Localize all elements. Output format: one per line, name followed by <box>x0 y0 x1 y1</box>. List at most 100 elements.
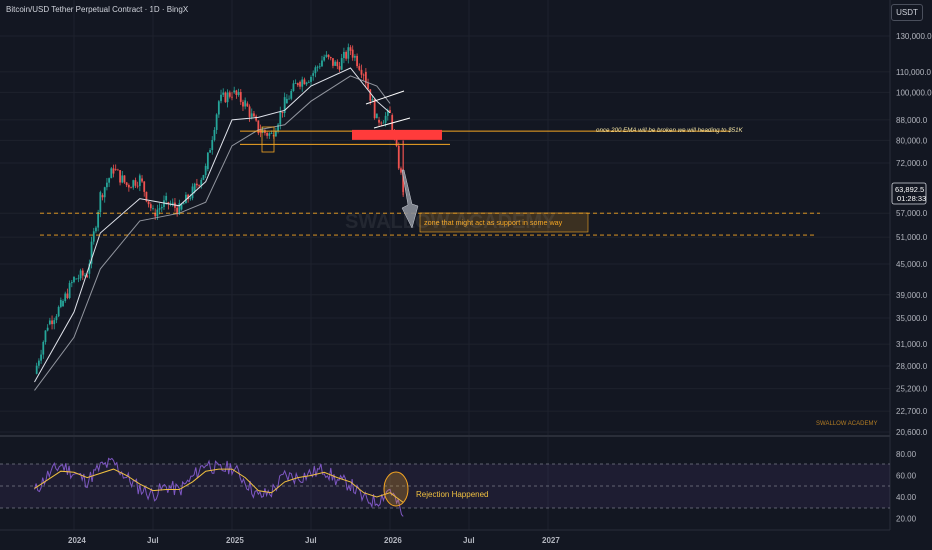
candle-body <box>92 231 95 242</box>
candle-body <box>226 92 229 103</box>
wedge-lower-line[interactable] <box>373 117 411 129</box>
chart-grid <box>0 0 890 530</box>
candle-body <box>167 202 170 205</box>
price-tick-label: 72,000.0 <box>896 159 928 168</box>
candle-body <box>371 99 374 101</box>
candle-body <box>141 178 143 182</box>
candle-body <box>127 184 130 188</box>
candle-body <box>310 76 312 82</box>
candle-body <box>266 132 269 136</box>
candle-body <box>156 209 159 217</box>
candle-body <box>305 82 308 85</box>
candle-body <box>279 111 282 125</box>
candle-body <box>46 327 49 331</box>
candle-body <box>180 204 183 210</box>
candle-body <box>103 187 106 198</box>
candle-body <box>358 66 361 70</box>
candle-body <box>176 207 179 215</box>
candle-body <box>290 90 293 99</box>
candle-body <box>277 124 279 132</box>
candle-body <box>360 69 363 75</box>
candle-body <box>246 103 249 107</box>
candle-body <box>375 113 378 119</box>
candle-body <box>228 92 231 97</box>
rejection-label: Rejection Happened <box>416 490 489 499</box>
price-tick-label: 31,000.0 <box>896 340 928 349</box>
candle-body <box>347 47 350 59</box>
candle-body <box>163 200 165 207</box>
support-box-marker <box>261 126 275 153</box>
time-tick-label: 2027 <box>542 536 560 545</box>
candle-body <box>185 194 187 204</box>
candle-body <box>206 152 209 170</box>
candle-body <box>356 55 358 67</box>
candle-body <box>244 100 247 107</box>
time-tick-label: Jul <box>463 536 475 545</box>
ema-line-2[interactable] <box>34 75 391 391</box>
candle-body <box>211 139 214 151</box>
current-price-badge <box>891 182 927 205</box>
price-tick-label: 20,600.0 <box>896 428 928 437</box>
candle-body <box>51 320 53 325</box>
candle-body <box>119 170 121 183</box>
rsi-axis[interactable]: 80.00 60.00 40.00 20.00 <box>896 450 917 524</box>
candle-body <box>239 92 242 102</box>
watermark: SWALLOW ACADEMY <box>345 211 556 233</box>
candle-body <box>112 168 115 174</box>
candle-body <box>165 195 168 201</box>
candle-body <box>66 293 69 298</box>
candle-body <box>88 263 91 274</box>
candle-body <box>281 111 284 114</box>
candle-body <box>301 79 304 87</box>
candle-body <box>209 150 211 153</box>
candle-body <box>384 115 387 123</box>
candle-body <box>351 49 354 58</box>
projection-arrow[interactable] <box>401 169 419 229</box>
candle-body <box>345 51 348 59</box>
rsi-ma-line[interactable] <box>34 468 404 503</box>
rsi-tick-label: 80.00 <box>896 450 917 459</box>
candle-body <box>48 320 51 325</box>
candle-body <box>378 119 380 123</box>
candle-body <box>274 131 277 137</box>
candle-body <box>364 71 367 84</box>
price-axis[interactable]: 130,000.0 110,000.0 100,000.0 88,000.0 80,00… <box>896 32 932 437</box>
candle-body <box>158 208 161 210</box>
candle-body <box>307 81 310 83</box>
candle-body <box>349 47 352 51</box>
rejection-highlight[interactable] <box>383 471 409 507</box>
candle-body <box>224 92 227 103</box>
candle-body <box>332 58 334 66</box>
candle-body <box>193 183 196 192</box>
candle-body <box>329 56 332 59</box>
candle-body <box>340 58 343 70</box>
candle-body <box>382 122 385 124</box>
price-tick-label: 100,000.0 <box>896 88 932 97</box>
candle-body <box>75 278 78 280</box>
candle-body <box>108 178 111 183</box>
candle-body <box>187 194 190 200</box>
candle-body <box>191 186 194 199</box>
candle-body <box>253 113 255 117</box>
candle-body <box>160 206 163 209</box>
candle-body <box>64 293 67 301</box>
chart-title: Bitcoin/USD Tether Perpetual Contract · … <box>6 5 189 14</box>
price-tick-label: 39,000.0 <box>896 291 928 300</box>
ema-line[interactable] <box>34 67 391 383</box>
time-axis[interactable]: 2024 Jul 2025 Jul 2026 Jul 2027 <box>68 536 560 545</box>
candle-body <box>250 113 253 117</box>
candle-body <box>182 203 185 205</box>
currency-button[interactable]: USDT <box>891 4 923 21</box>
rsi-line[interactable] <box>34 457 404 517</box>
candle-body <box>321 60 323 67</box>
candle-body <box>59 299 62 307</box>
candle-body <box>255 116 258 121</box>
support-zone-box[interactable] <box>419 212 589 233</box>
wedge-upper-line[interactable] <box>365 90 405 105</box>
candle-body <box>189 198 192 200</box>
candle-body <box>312 73 315 76</box>
candle-body <box>369 89 372 101</box>
candle-body <box>97 211 100 228</box>
resistance-zone[interactable] <box>352 129 442 140</box>
